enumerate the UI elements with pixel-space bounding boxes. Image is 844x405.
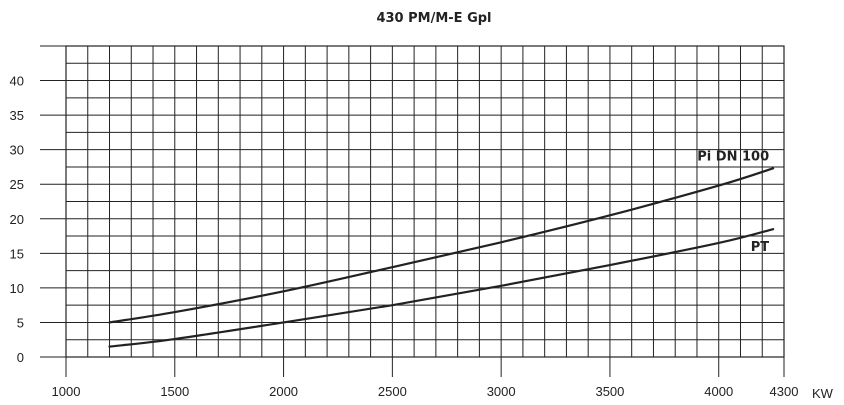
x-tick-label: 1000: [52, 384, 81, 399]
series-group: Pi DN 100 PT: [108, 149, 775, 348]
series-point: [500, 241, 502, 243]
y-tick-label: 10: [10, 281, 24, 296]
series-point: [391, 266, 393, 268]
series-point: [174, 311, 176, 313]
y-tick-label: 40: [10, 74, 24, 89]
series-point: [772, 167, 774, 169]
series-point: [718, 184, 720, 186]
x-axis: 1000 1500 2000 2500 3000 3500 4000 4300: [52, 357, 799, 399]
series-point: [391, 304, 393, 306]
series-point: [282, 290, 284, 292]
series-point: [609, 214, 611, 216]
x-tick-label: 1500: [160, 384, 189, 399]
y-tick-label: 15: [10, 246, 24, 261]
plot-border: [65, 45, 785, 358]
y-axis: 0 5 10 15 20 25 30 35 40: [10, 45, 66, 365]
plot-frame: [65, 45, 785, 358]
y-tick-label: 25: [10, 177, 24, 192]
x-tick-label: 3000: [487, 384, 516, 399]
y-tick-label: 5: [17, 315, 24, 330]
chart-title: 430 PM/M-E Gpl: [376, 11, 491, 26]
series-point: [772, 228, 774, 230]
series-point: [108, 321, 110, 323]
y-tick-label: 30: [10, 143, 24, 158]
y-tick-label: 0: [17, 350, 24, 365]
series-point: [108, 345, 110, 347]
series-line-1: [108, 167, 775, 324]
series-label-1: Pi DN 100: [697, 149, 769, 164]
x-tick-label: 3500: [595, 384, 624, 399]
y-tick-label: 35: [10, 108, 24, 123]
series-point: [718, 242, 720, 244]
series-point: [282, 321, 284, 323]
series-point: [174, 338, 176, 340]
series-line-2: [108, 228, 775, 348]
x-tick-label: 2000: [269, 384, 298, 399]
grid: [65, 45, 785, 358]
x-tick-label: 2500: [378, 384, 407, 399]
x-tick-label: 4000: [704, 384, 733, 399]
y-tick-label: 20: [10, 212, 24, 227]
x-axis-unit-label: KW: [812, 386, 834, 401]
series-point: [609, 264, 611, 266]
series-point: [500, 285, 502, 287]
series-label-2: PT: [751, 240, 770, 255]
x-tick-label: 4300: [770, 384, 799, 399]
